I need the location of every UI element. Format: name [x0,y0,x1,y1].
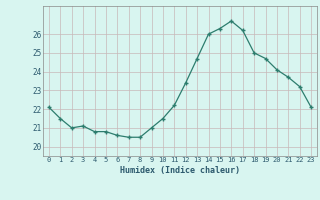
X-axis label: Humidex (Indice chaleur): Humidex (Indice chaleur) [120,166,240,175]
